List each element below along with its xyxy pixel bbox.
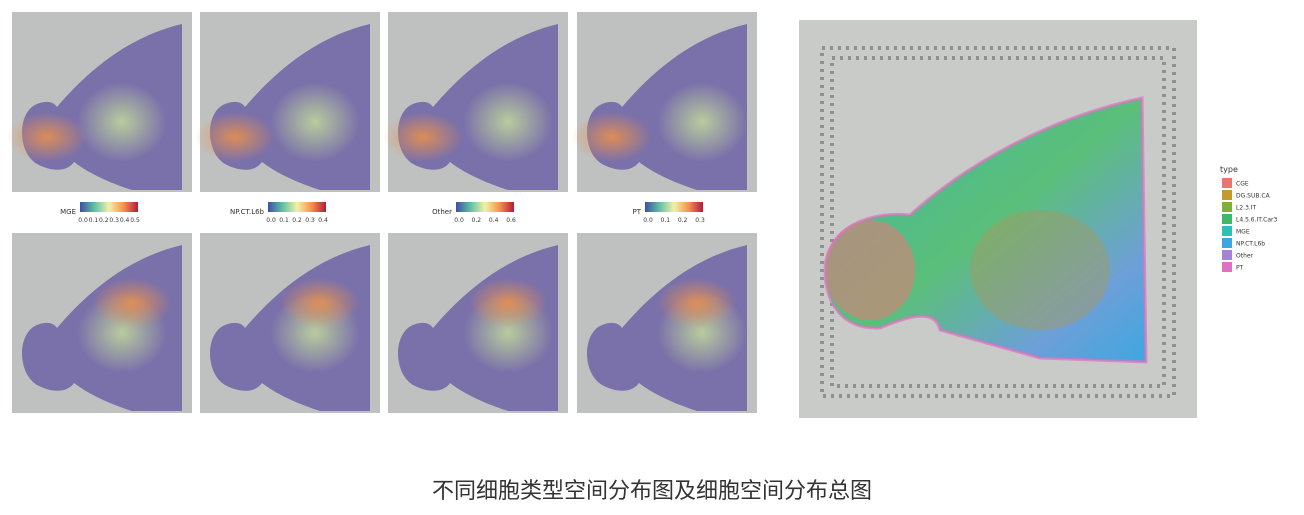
colorbar-tick: 0.4 [318, 217, 328, 224]
tile [12, 233, 192, 413]
colorbar-tick: 0.0 [643, 217, 653, 224]
colorbar-title: PT [633, 208, 642, 216]
legend-label: PT [1236, 265, 1244, 272]
tile [577, 233, 757, 413]
colorbar-tick: 0.4 [489, 217, 499, 224]
colorbar [80, 202, 138, 212]
colorbar-tick: 0.6 [506, 217, 516, 224]
caption: 不同细胞类型空间分布图及细胞空间分布总图 [432, 479, 872, 504]
colorbar-tick: 0.3 [305, 217, 315, 224]
tissue-region [7, 112, 87, 162]
colorbar-title: Other [432, 208, 452, 216]
tissue-region [195, 112, 275, 162]
legend-label: DG.SUB.CA [1236, 193, 1271, 200]
legend-title: type [1220, 165, 1238, 174]
tile [572, 12, 757, 192]
colorbar-tick: 0.1 [89, 217, 99, 224]
colorbar-tick: 0.0 [78, 217, 88, 224]
colorbar-tick: 0.1 [279, 217, 289, 224]
tissue-region [572, 112, 652, 162]
colorbar-tick: 0.4 [120, 217, 130, 224]
tissue-region [92, 278, 172, 328]
tissue-region [657, 278, 737, 328]
tissue-region [77, 82, 167, 162]
colorbar-title: MGE [60, 208, 76, 216]
tissue-region [468, 278, 548, 328]
legend-label: L2.3.IT [1236, 205, 1257, 212]
colorbar-tick: 0.2 [472, 217, 482, 224]
overview-panel [799, 20, 1197, 418]
legend-label: CGE [1236, 181, 1249, 188]
colorbar-tick: 0.3 [109, 217, 119, 224]
colorbar-title: NP.CT.L6b [230, 208, 265, 216]
legend-swatch [1222, 202, 1232, 212]
colorbar-tick: 0.0 [266, 217, 276, 224]
tissue-region [280, 278, 360, 328]
tile [7, 12, 192, 192]
tissue-region [383, 112, 463, 162]
tile [383, 12, 568, 192]
legend-swatch [1222, 238, 1232, 248]
colorbar-tick: 0.1 [661, 217, 671, 224]
legend-label: Other [1236, 253, 1254, 260]
tile [195, 12, 380, 192]
colorbar [456, 202, 514, 212]
colorbar [268, 202, 326, 212]
legend-swatch [1222, 226, 1232, 236]
legend-swatch [1222, 178, 1232, 188]
tissue-region [270, 82, 360, 162]
legend-label: MGE [1236, 229, 1250, 236]
legend-label: L4.5.6.IT.Car3 [1236, 217, 1277, 224]
tissue-region [657, 82, 747, 162]
legend-swatch [1222, 250, 1232, 260]
colorbar-tick: 0.5 [130, 217, 140, 224]
tissue-region [463, 82, 553, 162]
colorbar-tick: 0.3 [695, 217, 705, 224]
colorbar [645, 202, 703, 212]
legend-swatch [1222, 262, 1232, 272]
tile-grid [7, 12, 757, 413]
colorbar-tick: 0.2 [99, 217, 109, 224]
legend-swatch [1222, 214, 1232, 224]
tile [200, 233, 380, 413]
legend-swatch [1222, 190, 1232, 200]
colorbar-tick: 0.0 [454, 217, 464, 224]
colorbar-tick: 0.2 [292, 217, 302, 224]
colorbar-tick: 0.2 [678, 217, 688, 224]
legend: type CGE DG.SUB.CA L2.3.IT L4.5.6.IT.Car3 MG… [1220, 165, 1277, 272]
legend-label: NP.CT.L6b [1236, 241, 1265, 248]
tile [388, 233, 568, 413]
